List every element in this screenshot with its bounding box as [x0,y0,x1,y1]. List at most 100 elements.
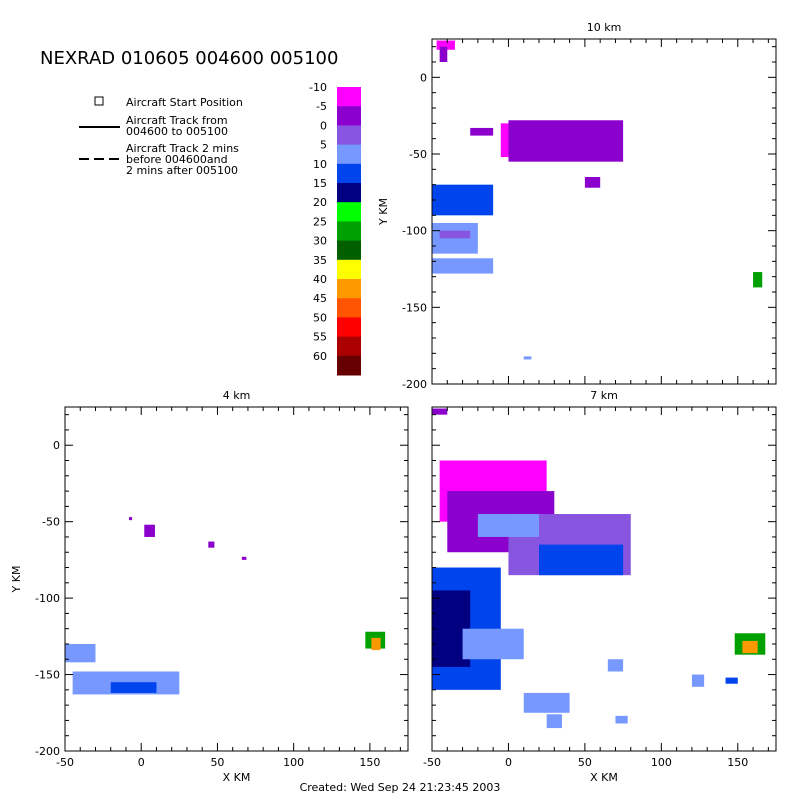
echo-cell [432,184,494,216]
echo-cell [470,127,494,136]
legend-item-track-solid-line2: 004600 to 005100 [126,125,228,138]
colorbar-swatch [337,202,361,222]
colorbar-swatch [337,183,361,203]
echo-cell [241,556,247,560]
colorbar-tick-label: 60 [313,350,327,363]
x-axis-label: X KM [223,771,251,784]
plot-frame [431,406,777,752]
start-position-marker-icon [94,96,104,106]
x-tick-label: 0 [505,756,512,769]
echo-cell [129,517,133,521]
colorbar-tick-label: 0 [320,119,327,132]
echo-cell [753,272,763,288]
echo-cell [539,544,624,576]
echo-cell [439,230,471,239]
figure-title: NEXRAD 010605 004600 005100 [40,48,338,69]
y-tick-label: -50 [42,516,60,529]
echo-cell [508,120,624,162]
echo-cell [371,637,381,651]
y-tick-label: -100 [402,225,427,238]
y-axis-label: Y KM [10,566,23,594]
y-tick-label: -100 [35,592,60,605]
x-tick-label: -50 [56,756,74,769]
y-tick-label: -200 [402,378,427,391]
echo-cell [477,514,540,537]
y-tick-label: -150 [402,301,427,314]
colorbar: -10 -5 0 5 10 15 20 25 30 35 40 45 50 55 60 [309,81,361,376]
x-axis-label: X KM [590,771,618,784]
x-tick-label: 50 [210,756,224,769]
colorbar-tick-label: 40 [313,273,327,286]
echo-cell [436,40,455,50]
echo-cell [208,541,215,548]
echo-cell [432,408,448,415]
x-tick-label: 100 [651,756,672,769]
panel-title: 10 km [587,21,622,34]
x-tick-label: -50 [423,756,441,769]
colorbar-swatch [337,144,361,165]
y-tick-label: -150 [35,669,60,682]
echo-cell [65,643,96,663]
colorbar-tick-label: 30 [313,235,327,248]
colorbar-swatch [337,87,361,107]
echo-cell [462,628,524,660]
y-tick-label: 0 [420,71,427,84]
echo-cell [144,524,155,537]
colorbar-swatch [337,317,361,338]
colorbar-swatch [337,298,361,318]
x-tick-label: 50 [578,756,592,769]
echo-cell [615,715,628,724]
colorbar-swatch [337,259,361,280]
y-tick-label: -200 [35,745,60,758]
y-tick-label: -50 [409,148,427,161]
panel-title: 7 km [590,389,618,402]
legend: Aircraft Start Position Aircraft Track f… [79,96,243,177]
panel-7-km: -50 0 50 100 150 7 km X KM [423,389,777,784]
legend-item-track-dashed-line1: Aircraft Track 2 mins [126,142,239,155]
echo-cell [725,677,738,684]
echo-cell [607,659,624,672]
plot-frame [431,38,777,385]
footer-created: Created: Wed Sep 24 21:23:45 2003 [300,781,501,794]
x-tick-label: 0 [138,756,145,769]
echo-cell [742,640,758,654]
colorbar-tick-label: 50 [313,311,327,324]
echo-cell [691,674,705,687]
echo-cell [546,714,562,729]
panel-title: 4 km [223,389,251,402]
y-axis-label: Y KM [377,198,390,226]
colorbar-tick-label: 20 [313,196,327,209]
x-tick-label: 150 [727,756,748,769]
colorbar-tick-label: 45 [313,292,327,305]
echo-cell [110,682,157,693]
colorbar-swatch [337,221,361,242]
colorbar-swatch [337,279,361,299]
echo-cell [523,692,570,713]
colorbar-swatch [337,125,361,146]
legend-item-track-dashed-line3: 2 mins after 005100 [126,164,238,177]
echo-cell [432,258,494,274]
panel-4-km: -50 0 50 100 150 0 -50 -100 -150 -200 4 km X KM Y KM [10,389,409,784]
colorbar-swatch [337,355,361,376]
plot-frame [64,406,409,752]
colorbar-tick-label: 5 [320,139,327,152]
colorbar-tick-label: -5 [316,100,327,113]
echo-cell [523,356,532,360]
colorbar-tick-label: 15 [313,177,327,190]
colorbar-swatch [337,240,361,261]
legend-item-start-position: Aircraft Start Position [126,96,243,109]
panel-10-km: 0 -50 -100 -150 -200 10 km Y KM [377,21,777,391]
colorbar-tick-label: -10 [309,81,327,94]
echo-cell [584,177,601,188]
legend-item-track-dashed-line2: before 004600and [126,153,228,166]
x-tick-label: 150 [359,756,380,769]
y-tick-label: 0 [53,439,60,452]
legend-item-track-solid-line1: Aircraft Track from [126,114,228,127]
colorbar-tick-label: 10 [313,158,327,171]
colorbar-tick-label: 55 [313,331,327,344]
colorbar-swatch [337,163,361,184]
colorbar-swatch [337,336,361,357]
x-tick-label: 100 [283,756,304,769]
